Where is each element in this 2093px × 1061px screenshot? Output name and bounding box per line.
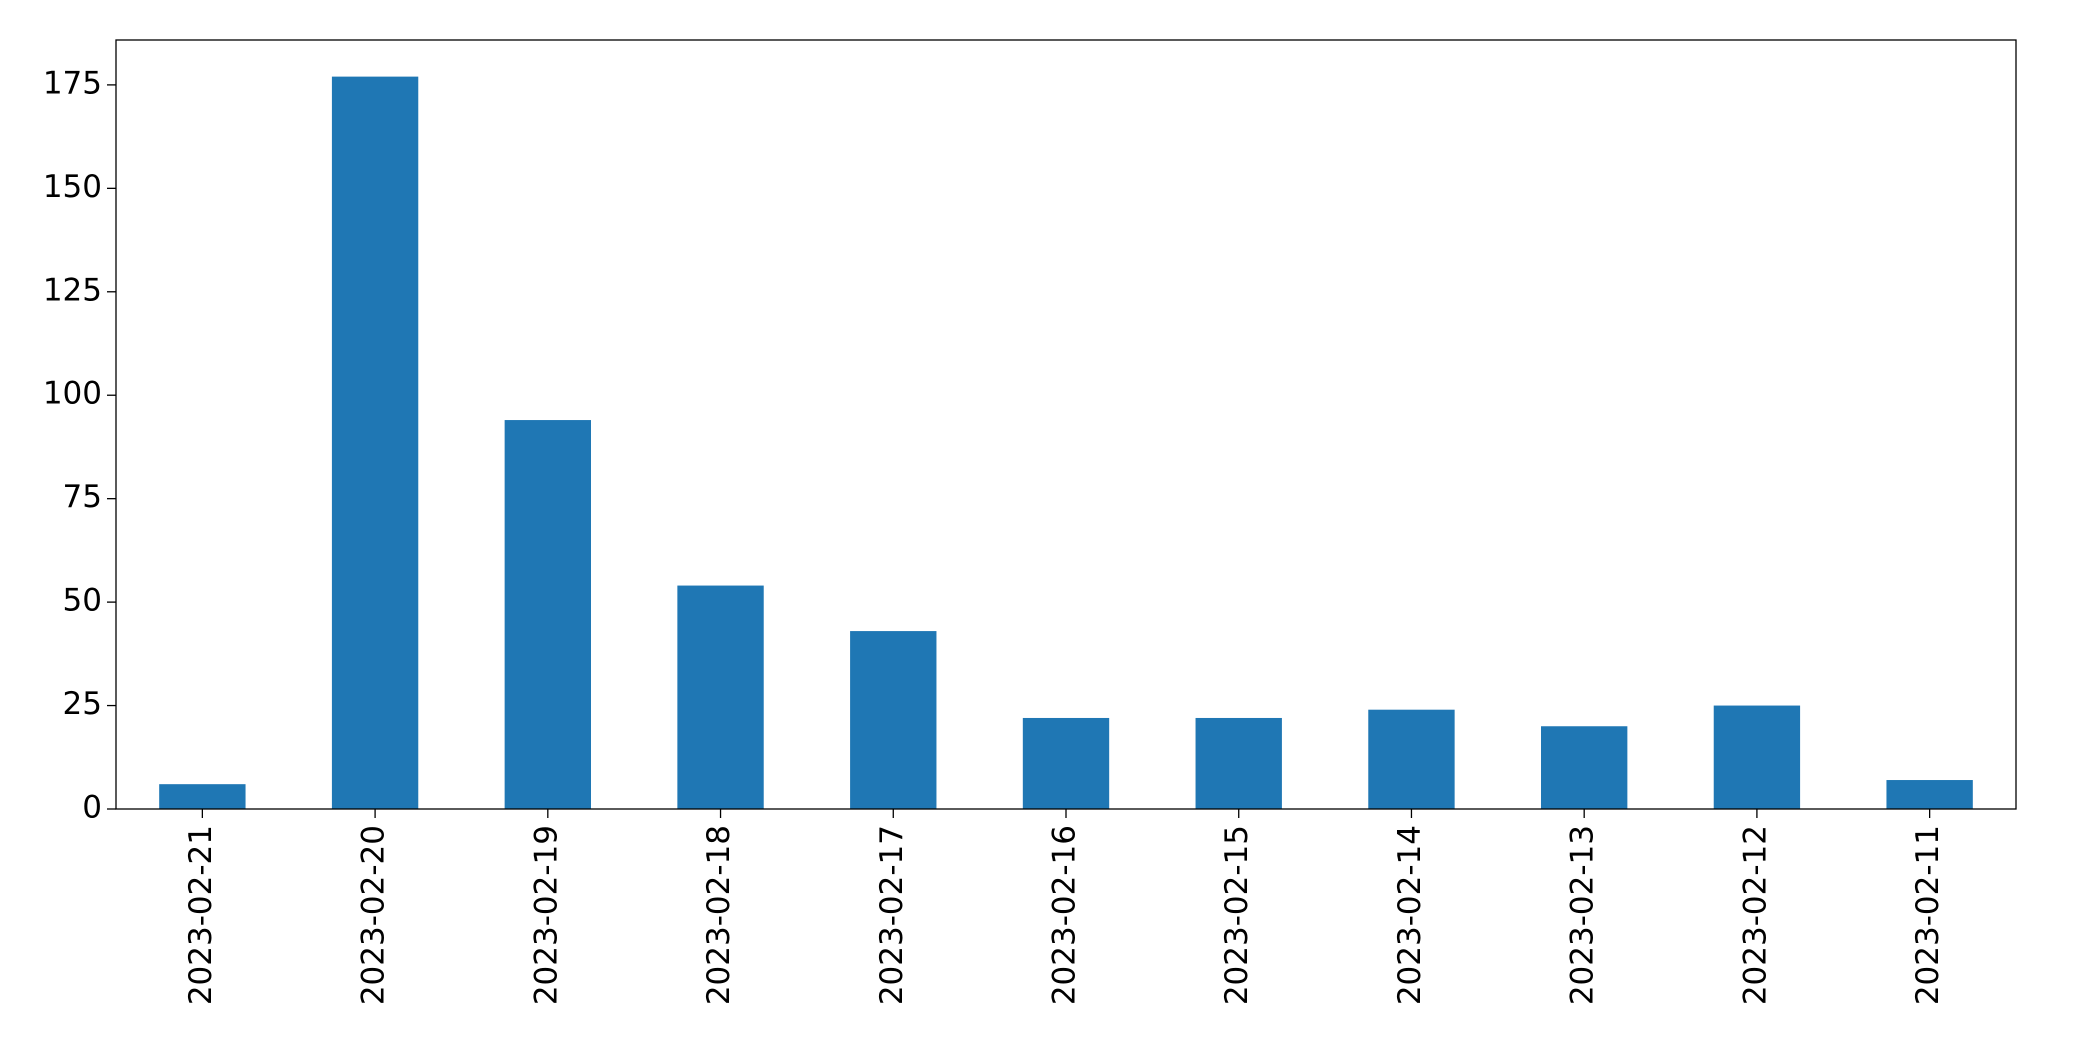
bar [1713, 705, 1801, 809]
x-tick-label: 2023-02-12 [1737, 825, 1773, 1005]
x-tick-label: 2023-02-16 [1047, 825, 1083, 1005]
x-tick-label: 2023-02-19 [528, 825, 564, 1005]
x-tick-label: 2023-02-20 [356, 825, 392, 1005]
x-tick-label: 2023-02-11 [1910, 825, 1946, 1005]
x-tick-label: 2023-02-13 [1565, 825, 1601, 1005]
bar [850, 631, 937, 809]
y-tick-label: 100 [43, 376, 102, 412]
y-tick-label: 150 [43, 169, 102, 205]
y-tick-label: 75 [63, 479, 102, 515]
x-tick-label: 2023-02-17 [874, 825, 910, 1005]
bar [1368, 709, 1455, 809]
bar [331, 76, 419, 810]
x-tick-label: 2023-02-21 [183, 825, 219, 1005]
x-tick-label: 2023-02-14 [1392, 825, 1428, 1005]
bar [1022, 717, 1110, 809]
bar [159, 784, 246, 809]
bar [1195, 717, 1282, 809]
bar [1886, 780, 1973, 809]
x-tick-label: 2023-02-15 [1219, 825, 1255, 1005]
y-tick-label: 50 [63, 583, 102, 619]
y-tick-label: 0 [82, 790, 102, 826]
bar [677, 585, 764, 809]
y-tick-label: 125 [43, 272, 102, 308]
y-tick-label: 175 [43, 65, 102, 101]
x-tick-label: 2023-02-18 [701, 825, 737, 1005]
y-tick-label: 25 [63, 686, 102, 722]
axes-frame [115, 39, 2017, 810]
bar [1541, 726, 1628, 809]
bar [504, 420, 591, 809]
